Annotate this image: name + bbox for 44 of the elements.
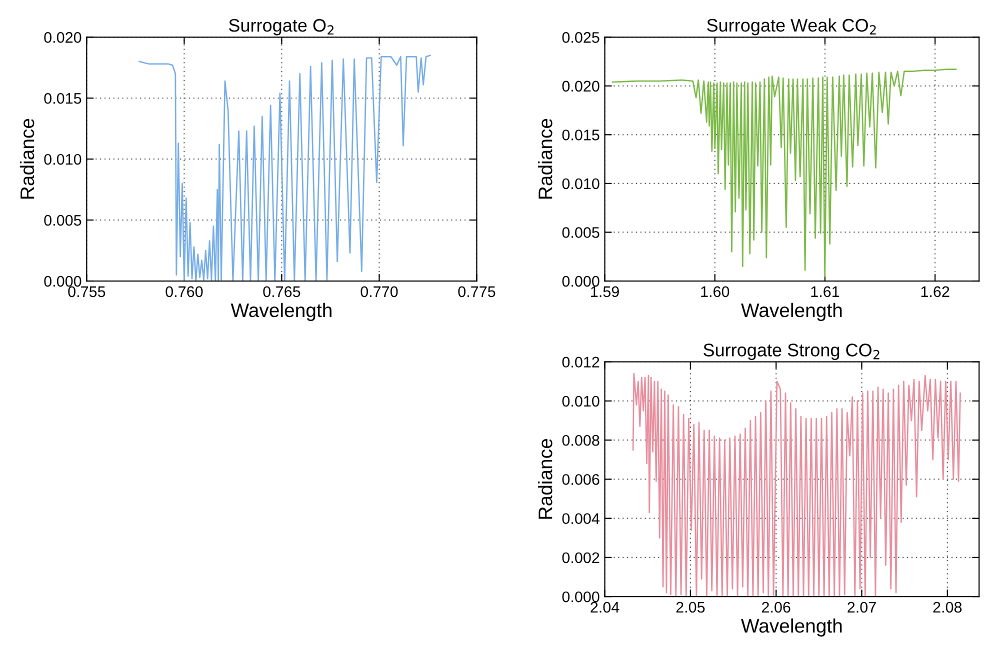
x-axis-title: Wavelength (230, 302, 332, 322)
y-tick-label: 0.002 (562, 552, 600, 564)
chart-title: Surrogate Strong CO$_{2}$ (704, 344, 880, 360)
y-tick-label: 0.010 (562, 396, 600, 407)
y-tick-label: 0.004 (562, 513, 600, 524)
x-tick-label: 2.06 (762, 602, 790, 613)
x-tick-label: 0.755 (68, 286, 106, 298)
x-axis-title: Wavelength (741, 618, 842, 637)
x-tick-label: 1.60 (701, 286, 730, 298)
x-tick-label: 2.08 (933, 602, 962, 613)
y-axis-title: Radiance (538, 118, 552, 199)
line-series (632, 372, 961, 597)
y-tick-label: 0.010 (562, 178, 600, 190)
y-tick-label: 0.005 (44, 214, 82, 226)
x-tick-label: 0.765 (263, 286, 300, 298)
y-tick-label: 0.000 (562, 591, 600, 602)
x-axis-title: Wavelength (741, 302, 842, 322)
y-tick-label: 0.010 (44, 154, 82, 165)
chart-title: Surrogate Weak CO$_{2}$ (707, 18, 876, 36)
y-axis-title: Radiance (20, 118, 34, 199)
y-axis-title: Radiance (538, 439, 552, 519)
y-tick-label: 0.005 (562, 227, 600, 238)
y-tick-label: 0.012 (562, 356, 600, 368)
y-tick-label: 0.015 (44, 92, 82, 104)
x-tick-label: 0.770 (360, 286, 398, 298)
y-tick-label: 0.000 (44, 276, 82, 287)
x-tick-label: 1.61 (811, 286, 840, 298)
line-series (138, 54, 431, 282)
x-tick-label: 2.05 (676, 602, 705, 613)
y-tick-label: 0.006 (562, 474, 600, 485)
x-tick-label: 2.04 (590, 602, 620, 613)
y-tick-label: 0.020 (44, 32, 82, 43)
y-tick-label: 0.015 (562, 130, 600, 140)
y-tick-label: 0.020 (562, 80, 600, 92)
x-tick-label: 0.760 (166, 286, 203, 298)
x-tick-label: 1.62 (921, 286, 950, 298)
y-tick-label: 0.000 (562, 276, 600, 287)
y-tick-label: 0.025 (562, 32, 600, 43)
y-tick-label: 0.008 (562, 434, 600, 446)
x-tick-label: 1.59 (591, 286, 619, 298)
line-series (612, 68, 957, 277)
chart-title: Surrogate O$_{2}$ (228, 18, 334, 36)
x-tick-label: 2.07 (848, 602, 876, 613)
x-tick-label: 0.775 (458, 286, 496, 298)
